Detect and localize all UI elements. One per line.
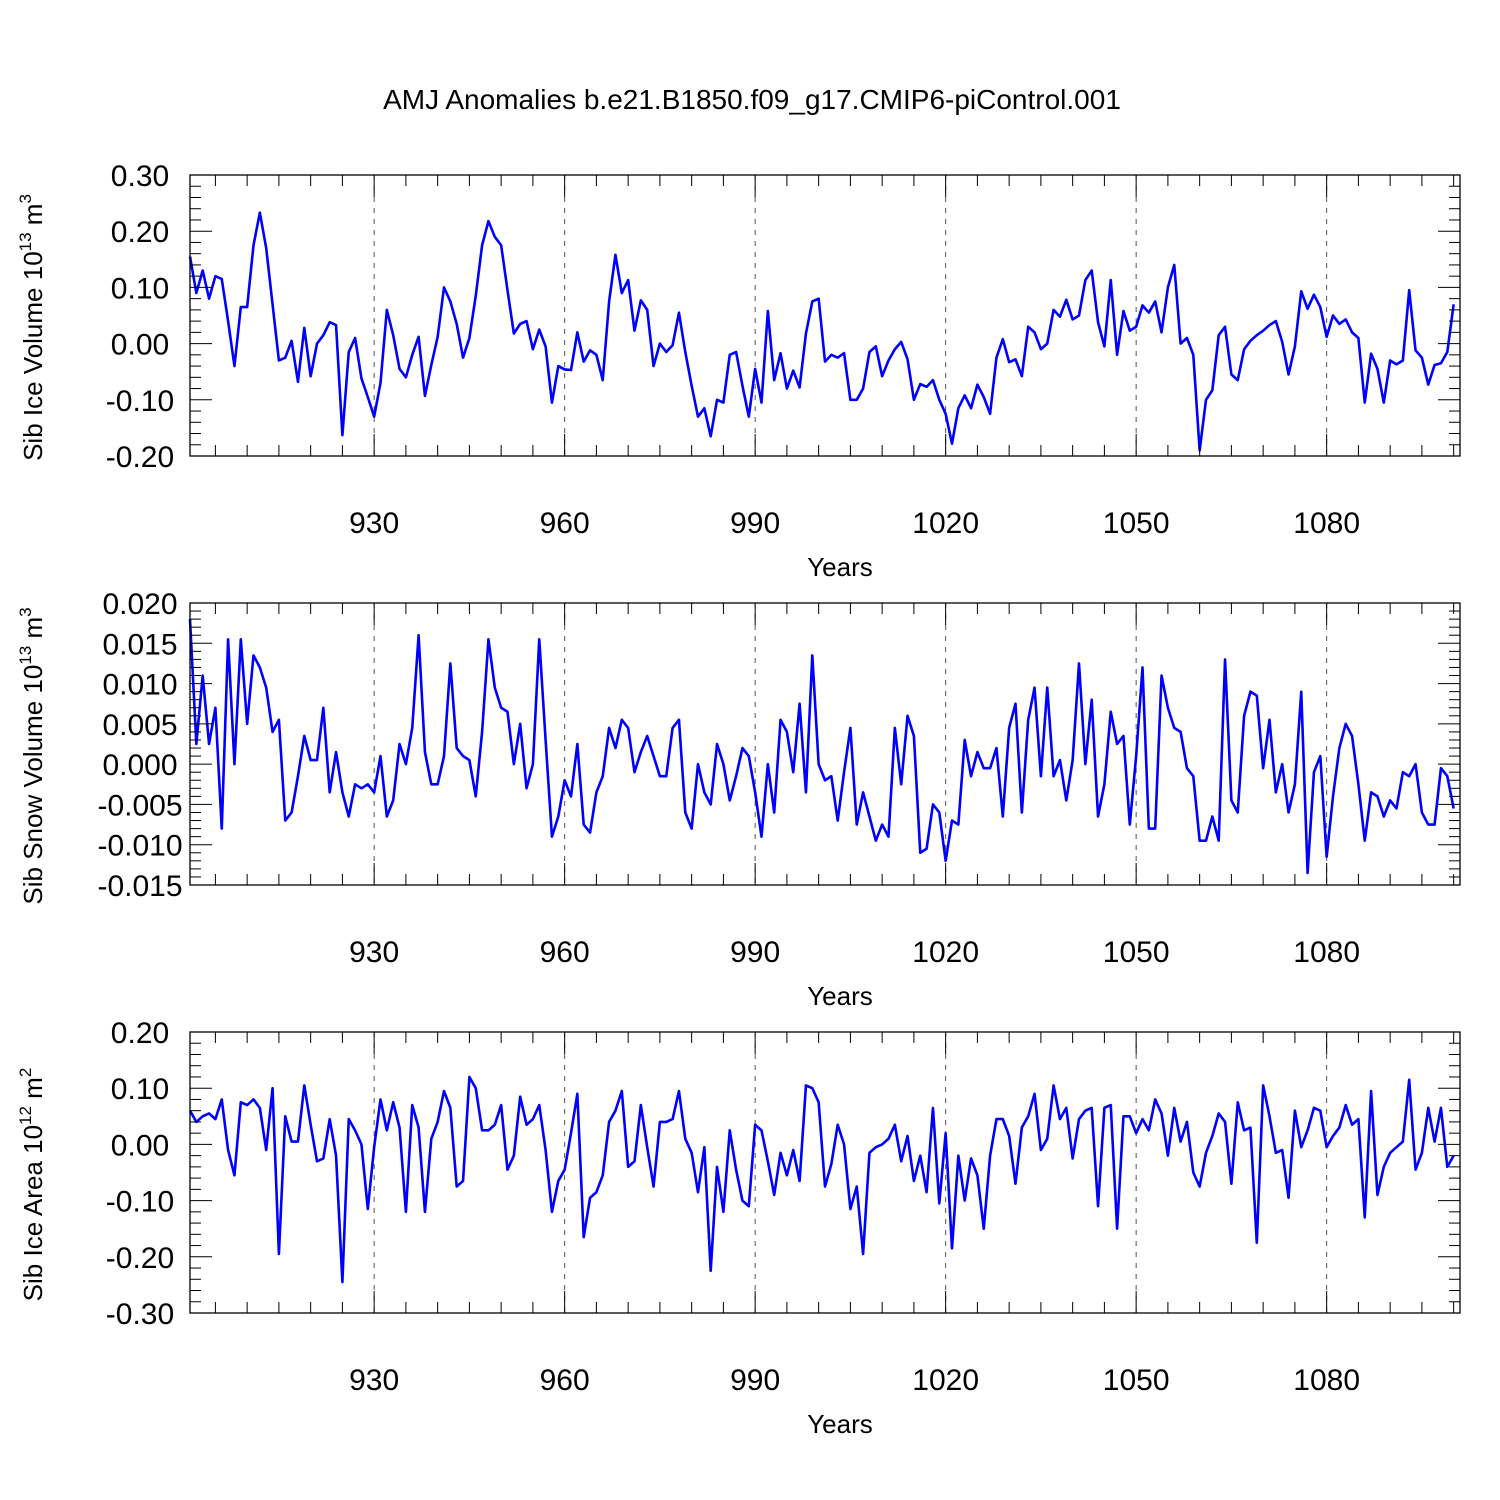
y-tick-label: -0.015 bbox=[97, 870, 182, 903]
x-tick-label: 930 bbox=[349, 507, 399, 540]
y-tick-label: -0.20 bbox=[106, 1242, 174, 1275]
x-tick-label: 960 bbox=[540, 1364, 590, 1397]
chart-panel-3: -0.30 -0.20 -0.10 0.00 0.10 0.20 930 960 990 1020… bbox=[16, 1017, 1461, 1439]
x-tick-label: 1050 bbox=[1103, 507, 1170, 540]
x-tick-label: 990 bbox=[730, 1364, 780, 1397]
chart-panel-1: -0.20 -0.10 0.00 0.10 0.20 0.30 930 960 990 1020 1… bbox=[16, 160, 1461, 582]
x-axis-label: Years bbox=[807, 981, 873, 1011]
y-tick-label: -0.10 bbox=[106, 1186, 174, 1219]
y-tick-label: -0.005 bbox=[97, 789, 182, 822]
plot-frame bbox=[189, 1031, 1461, 1314]
plot-frame bbox=[189, 602, 1461, 886]
data-series-line bbox=[188, 619, 1455, 875]
y-tick-label: 0.020 bbox=[102, 588, 177, 621]
x-tick-label: 990 bbox=[730, 507, 780, 540]
x-tick-label: 960 bbox=[540, 507, 590, 540]
chart-title: AMJ Anomalies b.e21.B1850.f09_g17.CMIP6-… bbox=[383, 84, 1121, 115]
y-axis-label: Sib Snow Volume 1013 m3 bbox=[16, 607, 48, 904]
data-series-line bbox=[188, 211, 1455, 452]
y-axis-label: Sib Ice Area 1012 m2 bbox=[16, 1068, 48, 1302]
y-tick-label: 0.30 bbox=[111, 160, 169, 193]
y-tick-label: 0.010 bbox=[102, 669, 177, 702]
y-tick-label: 0.000 bbox=[102, 749, 177, 782]
plot-frame bbox=[189, 174, 1461, 457]
x-tick-label: 960 bbox=[540, 936, 590, 969]
x-tick-label: 1080 bbox=[1293, 1364, 1360, 1397]
y-tick-label: 0.015 bbox=[102, 628, 177, 661]
x-tick-label: 1080 bbox=[1293, 936, 1360, 969]
y-tick-label: -0.30 bbox=[106, 1298, 174, 1331]
data-series-line bbox=[188, 1075, 1455, 1284]
y-tick-label: 0.10 bbox=[111, 272, 169, 305]
y-tick-label: 0.20 bbox=[111, 216, 169, 249]
x-tick-label: 1050 bbox=[1103, 1364, 1170, 1397]
y-tick-label: 0.20 bbox=[111, 1017, 169, 1050]
y-tick-label: -0.10 bbox=[106, 385, 174, 418]
y-tick-label: 0.00 bbox=[111, 1129, 169, 1162]
chart-panel-2: -0.015 -0.010 -0.005 0.000 0.005 0.010 0.015 0.… bbox=[16, 588, 1461, 1011]
y-tick-label: -0.010 bbox=[97, 830, 182, 863]
y-tick-label: 0.00 bbox=[111, 329, 169, 362]
x-tick-label: 930 bbox=[349, 1364, 399, 1397]
x-tick-label: 1050 bbox=[1103, 936, 1170, 969]
x-tick-label: 930 bbox=[349, 936, 399, 969]
x-tick-label: 1020 bbox=[912, 936, 979, 969]
x-tick-label: 1020 bbox=[912, 1364, 979, 1397]
y-tick-label: 0.10 bbox=[111, 1073, 169, 1106]
x-tick-label: 990 bbox=[730, 936, 780, 969]
x-axis-label: Years bbox=[807, 552, 873, 582]
y-tick-label: 0.005 bbox=[102, 709, 177, 742]
x-axis-label: Years bbox=[807, 1409, 873, 1439]
x-tick-label: 1080 bbox=[1293, 507, 1360, 540]
y-axis-label: Sib Ice Volume 1013 m3 bbox=[16, 194, 48, 461]
y-tick-label: -0.20 bbox=[106, 441, 174, 474]
x-tick-label: 1020 bbox=[912, 507, 979, 540]
